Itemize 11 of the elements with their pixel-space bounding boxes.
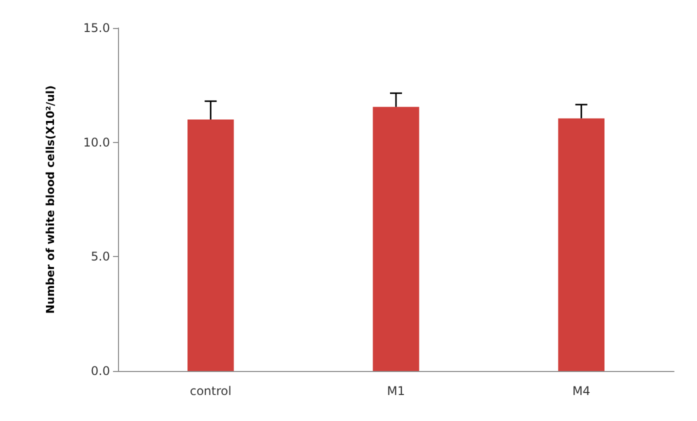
bar [372, 106, 420, 371]
y-tick-label: 10.0 [83, 135, 110, 150]
y-tick-label: 15.0 [83, 21, 110, 35]
x-tick-label: control [190, 384, 232, 398]
y-axis-title: Number of white blood cells(X10²/ul) [44, 85, 57, 314]
bar [558, 118, 604, 371]
y-tick-label: 0.0 [90, 364, 110, 378]
x-tick-label: M1 [387, 384, 405, 398]
x-tick-label: M4 [572, 384, 590, 398]
bar [188, 119, 234, 371]
y-tick-label: 5.0 [90, 250, 110, 264]
